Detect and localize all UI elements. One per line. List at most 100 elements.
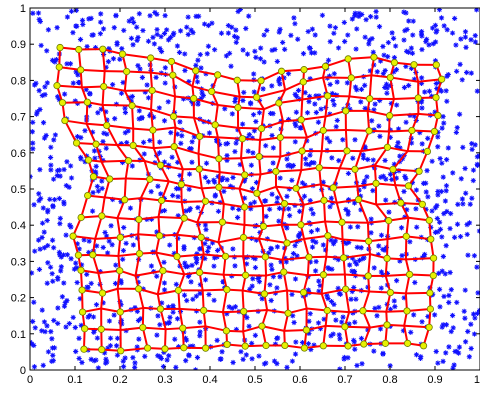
scatter-point — [209, 21, 214, 26]
network-node — [175, 287, 181, 293]
scatter-point — [175, 316, 180, 321]
scatter-point — [108, 336, 113, 341]
scatter-point — [77, 356, 82, 361]
scatter-point — [187, 171, 192, 176]
scatter-point — [390, 30, 395, 35]
network-node — [345, 56, 351, 62]
scatter-point — [374, 313, 379, 318]
scatter-point — [359, 12, 364, 17]
network-node — [136, 216, 142, 222]
network-node — [160, 268, 166, 274]
scatter-point — [354, 262, 359, 267]
scatter-point — [112, 25, 117, 30]
scatter-point — [130, 355, 135, 360]
scatter-point — [45, 208, 50, 213]
scatter-point — [250, 276, 255, 281]
scatter-point — [269, 83, 274, 88]
scatter-point — [353, 11, 358, 16]
network-node — [157, 162, 163, 168]
x-tick-label: 1 — [474, 374, 480, 386]
scatter-point — [435, 360, 440, 365]
network-node — [415, 95, 421, 101]
scatter-point — [443, 198, 448, 203]
network-node — [84, 99, 90, 105]
network-edge — [276, 170, 301, 171]
scatter-point — [359, 361, 364, 366]
scatter-point — [425, 136, 430, 141]
scatter-point — [262, 198, 267, 203]
scatter-point — [280, 40, 285, 45]
scatter-point — [412, 280, 417, 285]
scatter-point — [399, 225, 404, 230]
scatter-point — [301, 51, 306, 56]
scatter-point — [90, 190, 95, 195]
scatter-point — [439, 234, 444, 239]
scatter-point — [33, 325, 38, 330]
scatter-point — [288, 33, 293, 38]
scatter-point — [452, 235, 457, 240]
network-node — [99, 290, 105, 296]
scatter-point — [130, 42, 135, 47]
scatter-point — [329, 196, 334, 201]
scatter-point — [419, 105, 424, 110]
network-node — [258, 77, 264, 83]
scatter-point — [101, 245, 106, 250]
network-node — [324, 93, 330, 99]
scatter-point — [46, 27, 51, 32]
scatter-point — [275, 195, 280, 200]
y-tick-label: 0.5 — [11, 184, 26, 196]
scatter-point — [82, 128, 87, 133]
network-node — [404, 308, 410, 314]
scatter-point — [233, 28, 238, 33]
scatter-point — [86, 285, 91, 290]
scatter-point — [369, 36, 374, 41]
scatter-point — [318, 106, 323, 111]
scatter-point — [374, 15, 379, 20]
scatter-point — [123, 110, 128, 115]
scatter-point — [465, 253, 470, 258]
scatter-point — [107, 318, 112, 323]
network-node — [181, 215, 187, 221]
scatter-point — [36, 10, 41, 15]
scatter-point — [435, 144, 440, 149]
scatter-point — [347, 262, 352, 267]
scatter-point — [219, 31, 224, 36]
scatter-point — [450, 313, 455, 318]
scatter-point — [32, 364, 37, 369]
network-edge — [93, 255, 119, 256]
scatter-point — [51, 245, 56, 250]
scatter-point — [320, 13, 325, 18]
scatter-point — [444, 243, 449, 248]
scatter-point — [110, 82, 115, 87]
scatter-point — [37, 88, 42, 93]
scatter-point — [457, 112, 462, 117]
scatter-point — [406, 18, 411, 23]
scatter-point — [159, 34, 164, 39]
scatter-point — [73, 349, 78, 354]
scatter-point — [142, 354, 147, 359]
scatter-point — [236, 207, 241, 212]
scatter-point — [404, 49, 409, 54]
scatter-point — [45, 281, 50, 286]
scatter-point — [276, 219, 281, 224]
scatter-point — [469, 70, 474, 75]
scatter-point — [475, 89, 480, 94]
scatter-point — [372, 102, 377, 107]
scatter-point — [94, 164, 99, 169]
scatter-point — [463, 29, 468, 34]
network-node — [150, 127, 156, 133]
scatter-point — [163, 80, 168, 85]
scatter-point — [437, 304, 442, 309]
scatter-point — [167, 242, 172, 247]
scatter-point — [460, 201, 465, 206]
x-tick-label: 0.5 — [247, 374, 262, 386]
scatter-point — [36, 191, 41, 196]
scatter-point — [469, 141, 474, 146]
network-node — [121, 197, 127, 203]
scatter-point — [51, 318, 56, 323]
scatter-point — [72, 267, 77, 272]
scatter-point — [224, 53, 229, 58]
network-node — [254, 190, 260, 196]
network-node — [81, 326, 87, 332]
